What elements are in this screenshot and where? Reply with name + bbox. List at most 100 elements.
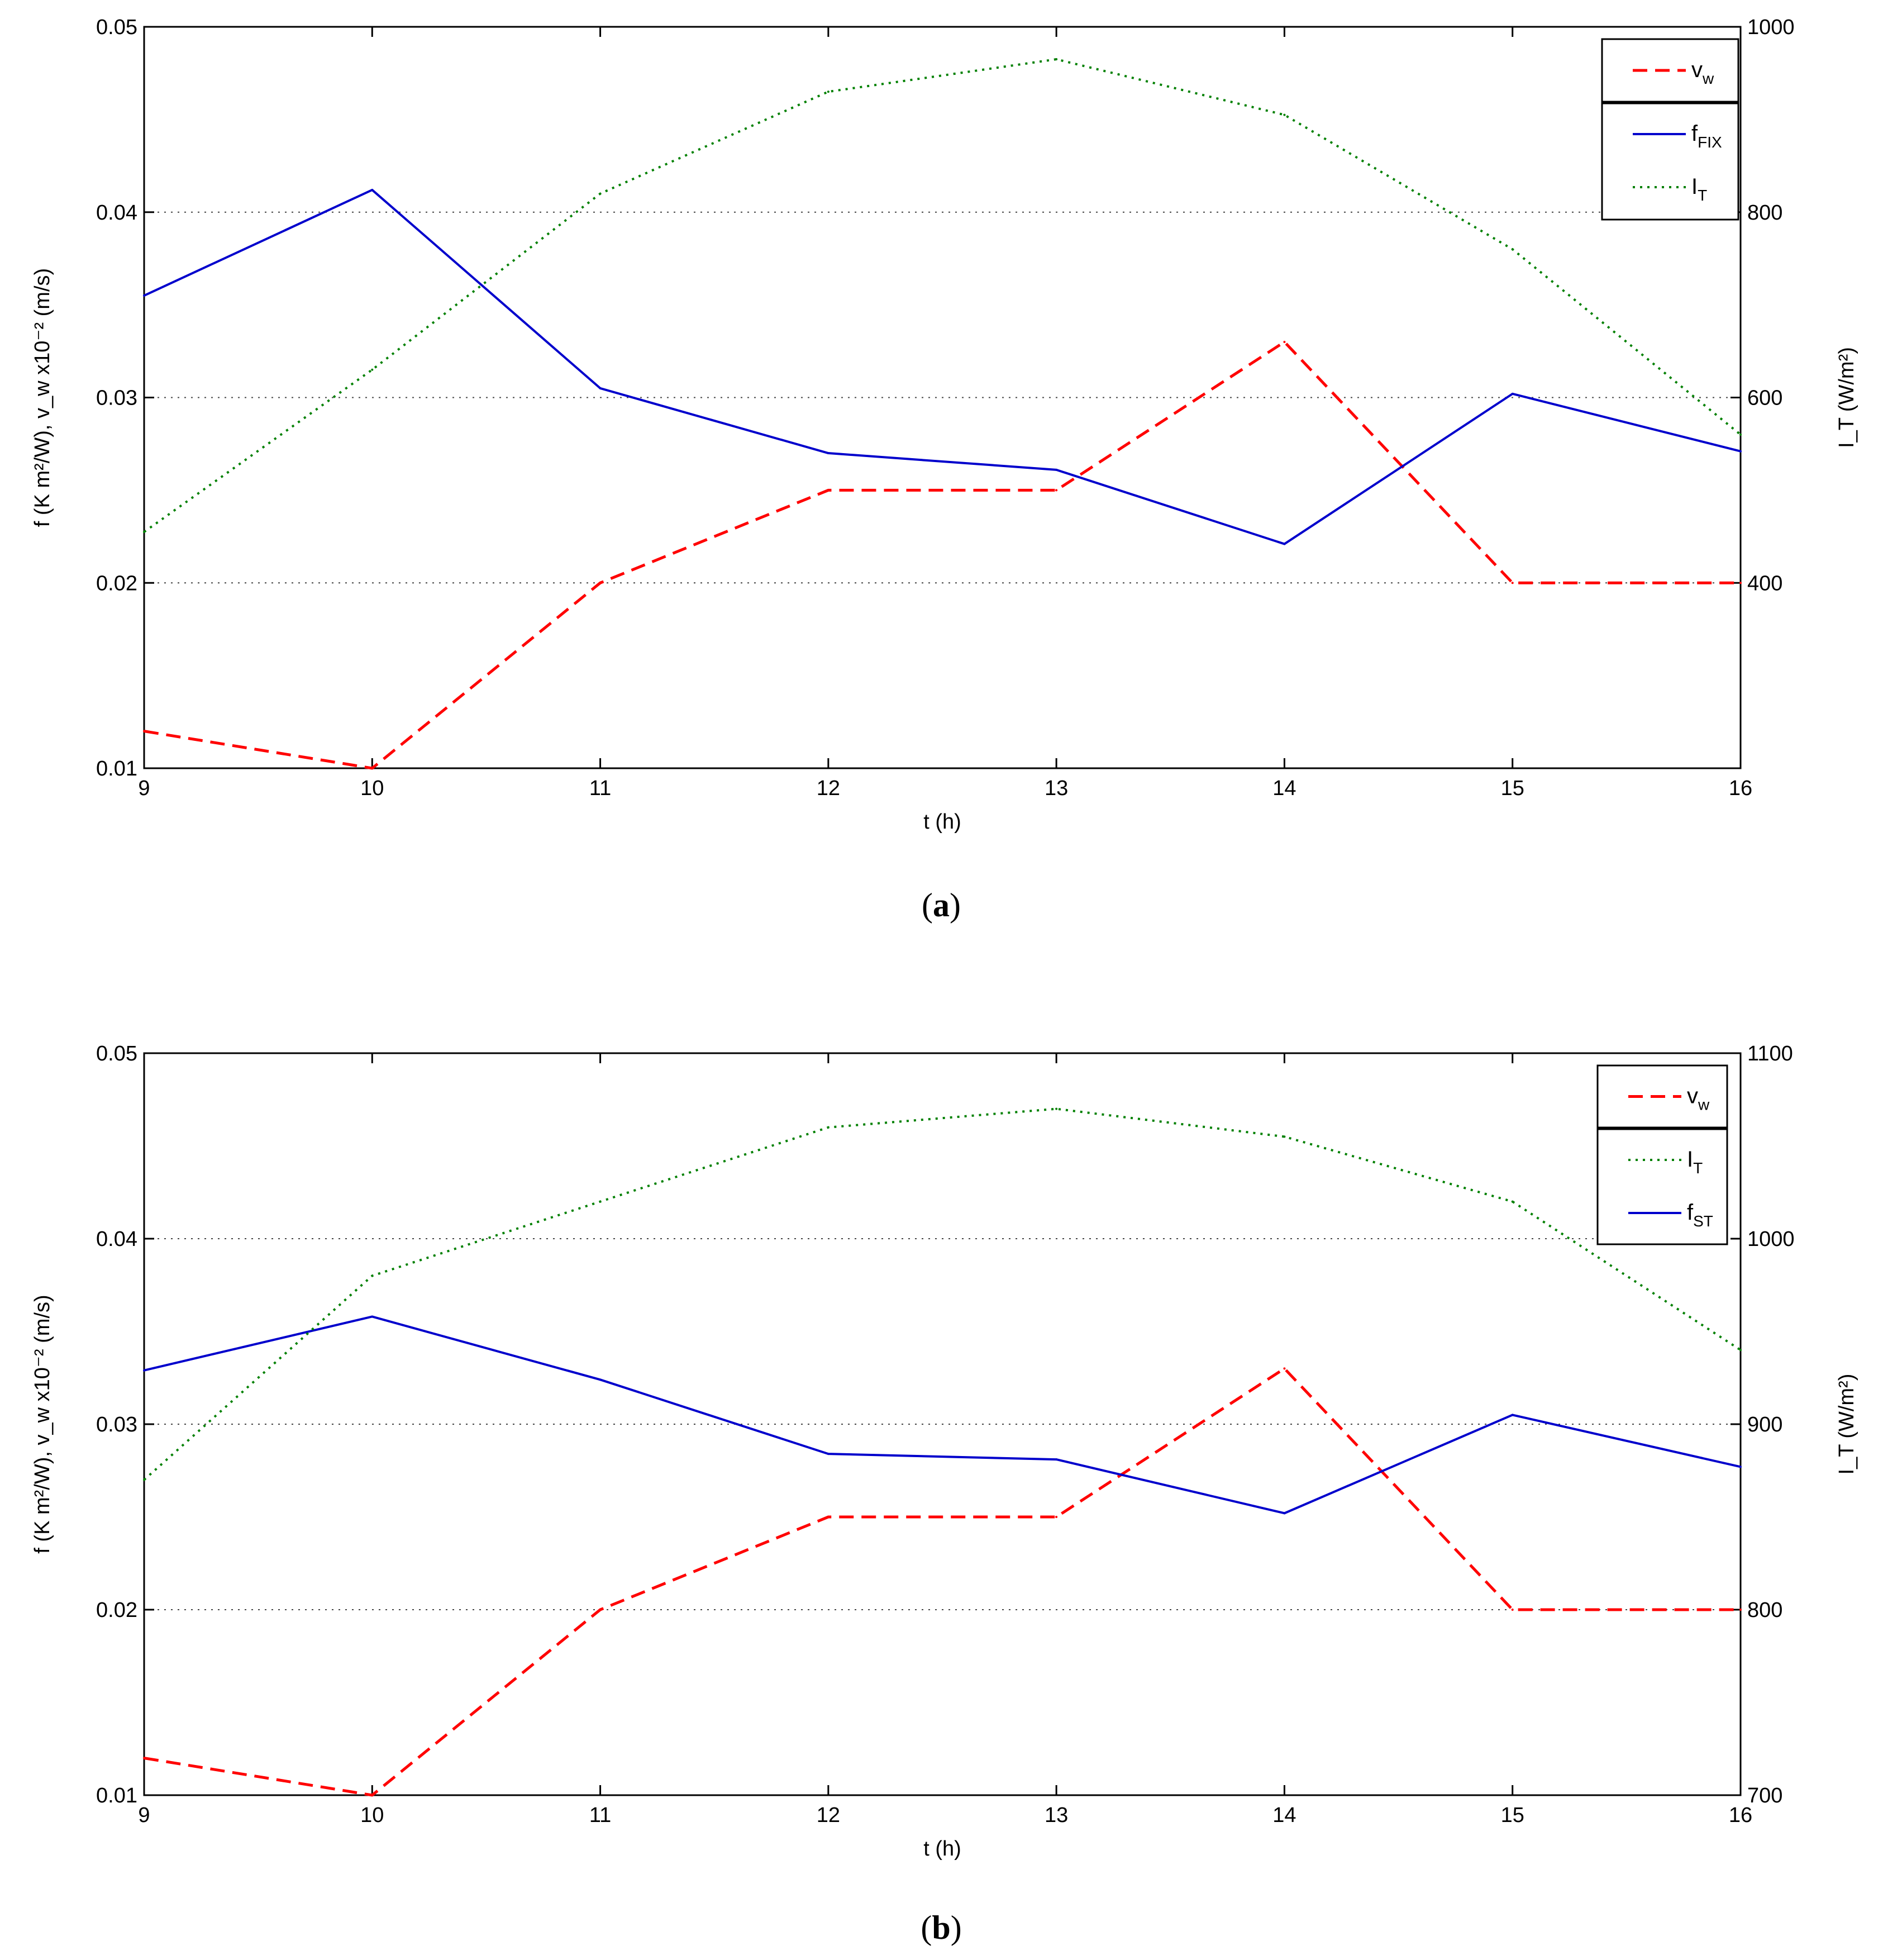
x-tick-label: 13 <box>1045 1804 1068 1827</box>
y-tick-label-right: 700 <box>1747 1784 1782 1807</box>
y-axis-title-left: f (K m²/W), v_w x10⁻² (m/s) <box>31 268 54 527</box>
legend-label-v_w-base: v <box>1687 1084 1698 1109</box>
data-point-f_FIX <box>1283 543 1286 545</box>
data-point-f_ST <box>143 1369 145 1372</box>
data-point-I_T <box>371 368 374 371</box>
chart-panel-a: 9 10 11 12 13 14 15 16 0.01 0.02 0.03 0.04 0.05 400 60… <box>31 16 1858 834</box>
legend-label-I_T-base: I <box>1691 174 1698 199</box>
data-point-v_w <box>1511 582 1514 584</box>
y-tick-label-left: 0.04 <box>96 1228 137 1251</box>
y-tick-label-right: 1000 <box>1747 16 1795 39</box>
caption-letter: a <box>933 887 950 924</box>
data-point-f_ST <box>599 1378 602 1381</box>
legend-label-I_T-sub: T <box>1693 1159 1703 1177</box>
legend-label-I_T: IT <box>1687 1147 1703 1177</box>
y-tick-label-left: 0.03 <box>96 387 137 410</box>
data-point-v_w <box>371 1794 374 1796</box>
x-tick-label: 15 <box>1501 1804 1524 1827</box>
data-point-v_w <box>827 489 830 492</box>
data-point-I_T <box>827 1126 830 1129</box>
data-point-I_T <box>1511 248 1514 251</box>
data-point-f_ST <box>371 1315 374 1318</box>
data-point-v_w <box>1055 1516 1058 1518</box>
data-point-I_T <box>143 531 145 534</box>
y-tick-label-left: 0.01 <box>96 757 137 781</box>
x-axis-title: t (h) <box>923 1837 961 1861</box>
y-tick-label-right: 800 <box>1747 201 1782 225</box>
data-point-f_FIX <box>1055 468 1058 471</box>
data-point-v_w <box>1055 489 1058 492</box>
data-point-I_T <box>1055 58 1058 61</box>
caption-close: ) <box>951 1909 962 1946</box>
data-point-I_T <box>143 1478 145 1481</box>
data-point-I_T <box>1511 1200 1514 1203</box>
data-point-I_T <box>599 192 602 195</box>
data-point-I_T <box>599 1200 602 1203</box>
x-tick-label: 11 <box>589 1804 611 1827</box>
legend-label-f_ST: fST <box>1687 1200 1713 1230</box>
x-tick-label: 13 <box>1045 777 1068 800</box>
y-axis-title-left: f (K m²/W), v_w x10⁻² (m/s) <box>31 1295 54 1553</box>
x-tick-label: 10 <box>360 1804 384 1827</box>
data-point-I_T <box>827 91 830 93</box>
legend-box <box>1601 38 1739 103</box>
panel-caption-a: (a) <box>922 887 961 924</box>
x-tick-label: 15 <box>1501 777 1524 800</box>
legend-box <box>1596 1064 1728 1129</box>
legend-label-I_T-sub: T <box>1698 187 1707 204</box>
data-point-f_FIX <box>1739 450 1742 453</box>
x-tick-label: 14 <box>1272 1804 1296 1827</box>
series-line-I_T <box>143 58 1742 533</box>
legend-label-f_ST-base: f <box>1687 1200 1694 1225</box>
legend-label-f_FIX-sub: FIX <box>1698 134 1722 151</box>
series-line-f_ST <box>144 1315 1741 1515</box>
x-tick-label: 16 <box>1729 777 1752 800</box>
x-tick-label: 9 <box>138 1804 150 1827</box>
caption-letter: b <box>932 1909 950 1946</box>
data-point-v_w <box>1511 1609 1514 1611</box>
y-tick-label-right: 800 <box>1747 1599 1782 1622</box>
y-tick-label-right: 1100 <box>1747 1042 1793 1065</box>
legend-label-f_FIX: fFIX <box>1691 121 1722 151</box>
data-point-I_T <box>1739 433 1742 436</box>
legend-label-I_T-base: I <box>1687 1147 1693 1172</box>
y-tick-label-left: 0.03 <box>96 1413 137 1436</box>
data-point-f_FIX <box>143 294 145 297</box>
data-point-v_w <box>1283 340 1286 343</box>
x-tick-label: 14 <box>1272 777 1296 800</box>
legend-label-I_T: IT <box>1691 174 1707 204</box>
data-point-v_w <box>1283 1367 1286 1370</box>
legend-box <box>1601 102 1739 221</box>
y-axis-title-right: I_T (W/m²) <box>1835 347 1858 448</box>
legend-label-f_FIX-base: f <box>1691 121 1698 146</box>
x-tick-label: 12 <box>817 1804 840 1827</box>
y-tick-label-left: 0.01 <box>96 1784 137 1807</box>
legend-label-v_w: vw <box>1687 1084 1710 1114</box>
data-point-v_w <box>599 582 602 584</box>
panel-caption-b: (b) <box>921 1909 961 1946</box>
data-point-v_w <box>1739 582 1742 584</box>
x-tick-label: 16 <box>1729 1804 1752 1827</box>
series-line-v_w <box>144 340 1741 770</box>
caption-open: ( <box>922 887 933 924</box>
x-tick-label: 10 <box>360 777 384 800</box>
legend-label-v_w-base: v <box>1691 58 1703 82</box>
y-tick-label-right: 400 <box>1747 572 1782 595</box>
data-point-v_w <box>143 1757 145 1759</box>
data-point-v_w <box>1739 1609 1742 1611</box>
x-tick-label: 12 <box>817 777 840 800</box>
chart-panel-b: 9 10 11 12 13 14 15 16 0.01 0.02 0.03 0.04 0.05 700 80… <box>31 1042 1858 1861</box>
data-point-I_T <box>1739 1349 1742 1352</box>
data-point-v_w <box>599 1609 602 1611</box>
data-point-v_w <box>827 1516 830 1518</box>
legend-label-f_ST-sub: ST <box>1693 1212 1713 1230</box>
y-tick-label-left: 0.04 <box>96 201 137 225</box>
data-point-v_w <box>371 767 374 769</box>
data-point-I_T <box>1283 1135 1286 1138</box>
data-point-I_T <box>371 1274 374 1277</box>
y-tick-label-right: 900 <box>1747 1413 1782 1436</box>
y-tick-label-right: 600 <box>1747 387 1782 410</box>
y-tick-label-left: 0.02 <box>96 572 137 595</box>
data-point-f_ST <box>1055 1458 1058 1461</box>
